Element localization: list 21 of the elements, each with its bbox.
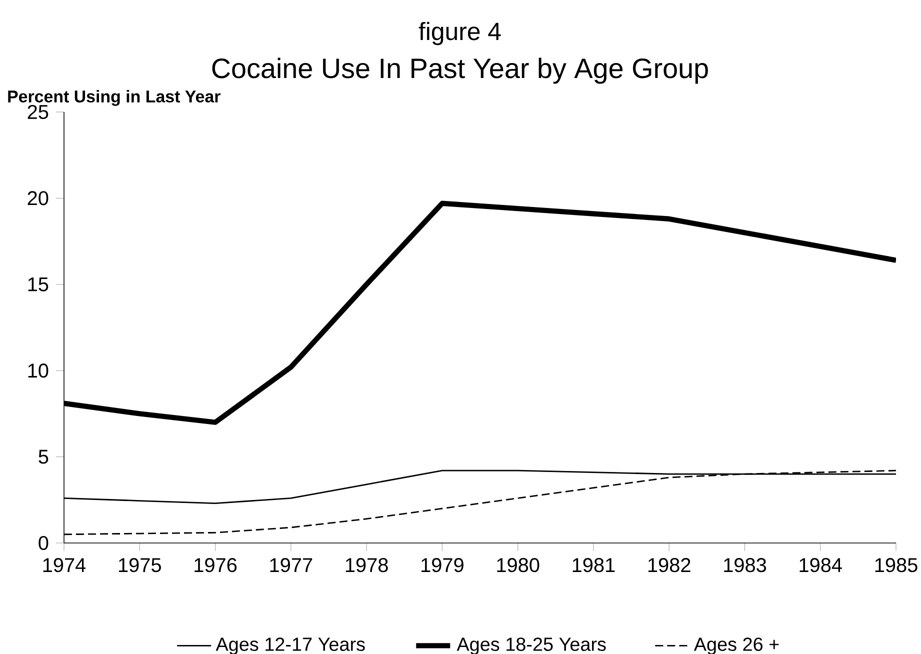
x-tick-label: 1975	[119, 558, 161, 572]
chart-title: Cocaine Use In Past Year by Age Group	[212, 58, 708, 84]
y-tick-label: 0	[38, 536, 48, 550]
x-tick-label: 1985	[875, 558, 918, 572]
y-tick-label: 5	[38, 450, 48, 464]
x-tick-label: 1982	[648, 558, 690, 572]
x-tick-label: 1979	[422, 558, 464, 572]
x-tick-label: 1978	[346, 558, 388, 572]
y-axis-title: Percent Using in Last Year	[8, 90, 220, 106]
y-tick-label: 20	[28, 191, 48, 206]
x-tick-label: 1977	[270, 558, 312, 572]
x-tick-label: 1983	[724, 558, 766, 572]
y-tick-label: 25	[28, 104, 48, 120]
x-tick-label: 1981	[572, 558, 615, 572]
x-tick-label: 1984	[800, 558, 842, 572]
x-tick-label: 1974	[43, 558, 86, 572]
y-tick-label: 10	[28, 364, 48, 378]
y-tick-label: 15	[28, 277, 48, 292]
caption: figure 4	[418, 22, 501, 46]
x-tick-label: 1980	[497, 558, 540, 572]
x-tick-label: 1976	[194, 558, 237, 572]
